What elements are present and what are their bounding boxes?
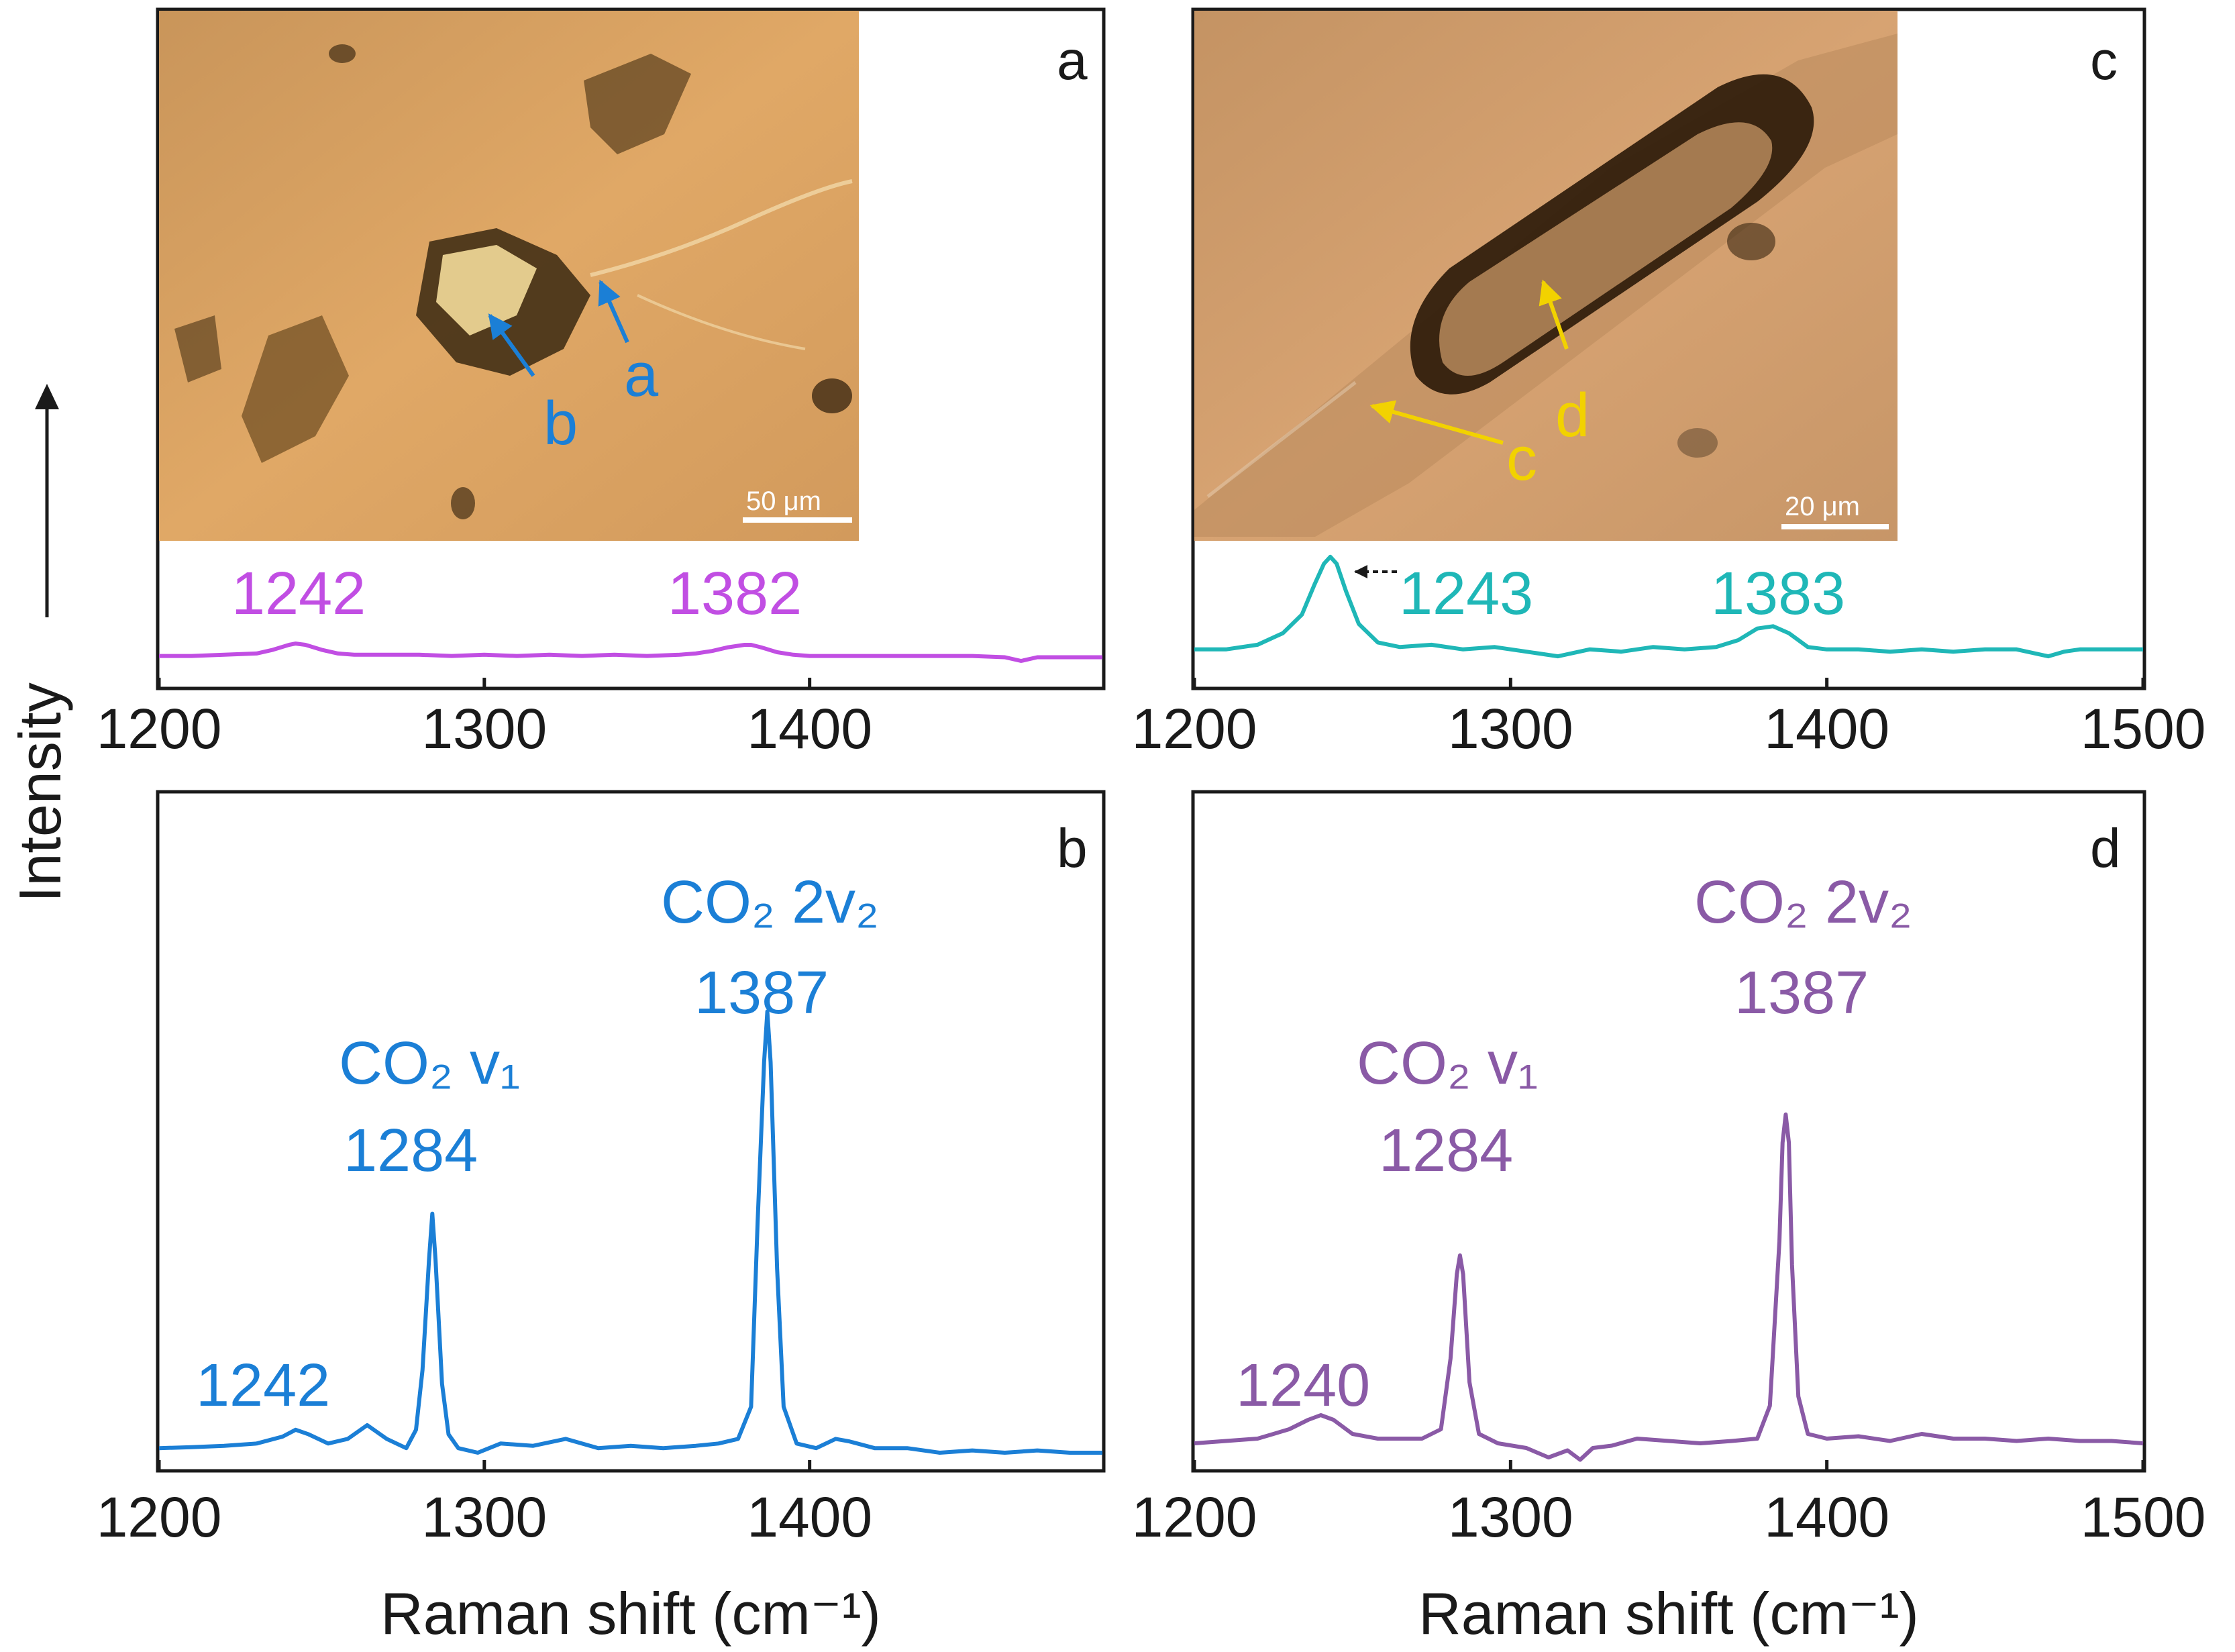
bubble-shape [1677, 428, 1718, 458]
bubble-shape [451, 487, 475, 519]
crystal-shape [1439, 122, 1773, 376]
arrow-to-a [598, 279, 629, 344]
x-tick-b-1400: 1400 [747, 1486, 872, 1549]
spectrum-line-d [1194, 1113, 2144, 1462]
peak-label-d-1240: 1240 [1236, 1352, 1370, 1419]
bubble-shape [812, 378, 852, 413]
peak-label-a-1382: 1382 [668, 560, 802, 627]
crystal-shape [584, 54, 691, 154]
peak-label-c-1383: 1383 [1711, 560, 1845, 627]
peak-label-b-co2-2v2: CO₂ 2v₂ [661, 869, 879, 936]
crack-line [637, 294, 806, 350]
spectrum-line-c [1194, 554, 2143, 659]
x-tick-c-1200: 1200 [1132, 697, 1257, 760]
panel-a-frame [156, 7, 1106, 690]
arrow-to-c [1369, 400, 1504, 445]
x-tick-a-1200: 1200 [97, 697, 222, 760]
x-axis-title-left: Raman shift (cm⁻¹) [380, 1580, 881, 1647]
x-tick-a-1400: 1400 [747, 697, 872, 760]
panel-letter-d: d [2090, 818, 2121, 879]
x-tick-b-1300: 1300 [421, 1486, 547, 1549]
inset-label-c: c [1506, 425, 1537, 493]
crack-line [590, 179, 853, 277]
bubble-shape [1727, 223, 1775, 260]
micrograph-inset-c: c d 20 μm [1194, 11, 1898, 541]
arrow-to-d [1539, 279, 1569, 350]
spectrum-line-a [159, 641, 1102, 663]
crystal-shape [436, 245, 537, 335]
peak-label-b-co2-v1: CO₂ v₁ [339, 1030, 520, 1097]
inset-label-a: a [624, 341, 659, 409]
panel-d-frame [1191, 790, 2146, 1473]
y-axis-arrowhead-icon [35, 384, 59, 409]
x-tick-d-1300: 1300 [1448, 1486, 1573, 1549]
x-tick-a-1300: 1300 [421, 697, 547, 760]
x-tick-d-1200: 1200 [1132, 1486, 1257, 1549]
x-tick-c-1500: 1500 [2081, 697, 2206, 760]
crystal-shape [174, 315, 221, 382]
peak-label-a-1242: 1242 [231, 560, 366, 627]
peak-label-d-co2-v1: CO₂ v₁ [1357, 1030, 1538, 1097]
inset-label-d: d [1555, 381, 1590, 450]
micrograph-inset-a: b a 50 μm [159, 11, 859, 541]
spectrum-line-b [158, 1009, 1102, 1455]
crack-line [1206, 381, 1357, 498]
peak-label-d-1387: 1387 [1734, 960, 1869, 1027]
panel-b-frame [156, 790, 1106, 1473]
x-tick-c-1400: 1400 [1764, 697, 1889, 760]
panel-letter-b: b [1057, 818, 1088, 879]
y-axis-title-group: Intensity [7, 384, 73, 902]
peak-label-b-1284: 1284 [344, 1117, 478, 1184]
crystal-shape [242, 315, 349, 463]
arrow-to-b [488, 313, 535, 377]
bubble-shape [329, 44, 356, 63]
x-tick-b-1200: 1200 [97, 1486, 222, 1549]
x-tick-d-1500: 1500 [2081, 1486, 2206, 1549]
peak-label-b-1387: 1387 [694, 960, 829, 1027]
panel-letter-a: a [1057, 30, 1088, 91]
peak-label-d-co2-2v2: CO₂ 2v₂ [1694, 869, 1912, 936]
scale-bar-label: 50 μm [746, 486, 821, 516]
scale-bar-label: 20 μm [1785, 492, 1860, 521]
x-tick-d-1400: 1400 [1764, 1486, 1889, 1549]
peak-label-d-1284: 1284 [1379, 1117, 1513, 1184]
panel-letter-c: c [2090, 30, 2118, 91]
y-axis-title: Intensity [7, 682, 73, 902]
x-tick-c-1300: 1300 [1448, 697, 1573, 760]
panel-c-frame [1191, 7, 2146, 690]
inset-label-b: b [543, 389, 578, 458]
peak-label-b-1242: 1242 [196, 1352, 330, 1419]
x-axis-title-right: Raman shift (cm⁻¹) [1418, 1580, 1919, 1647]
peak-label-c-1243: 1243 [1399, 560, 1533, 627]
